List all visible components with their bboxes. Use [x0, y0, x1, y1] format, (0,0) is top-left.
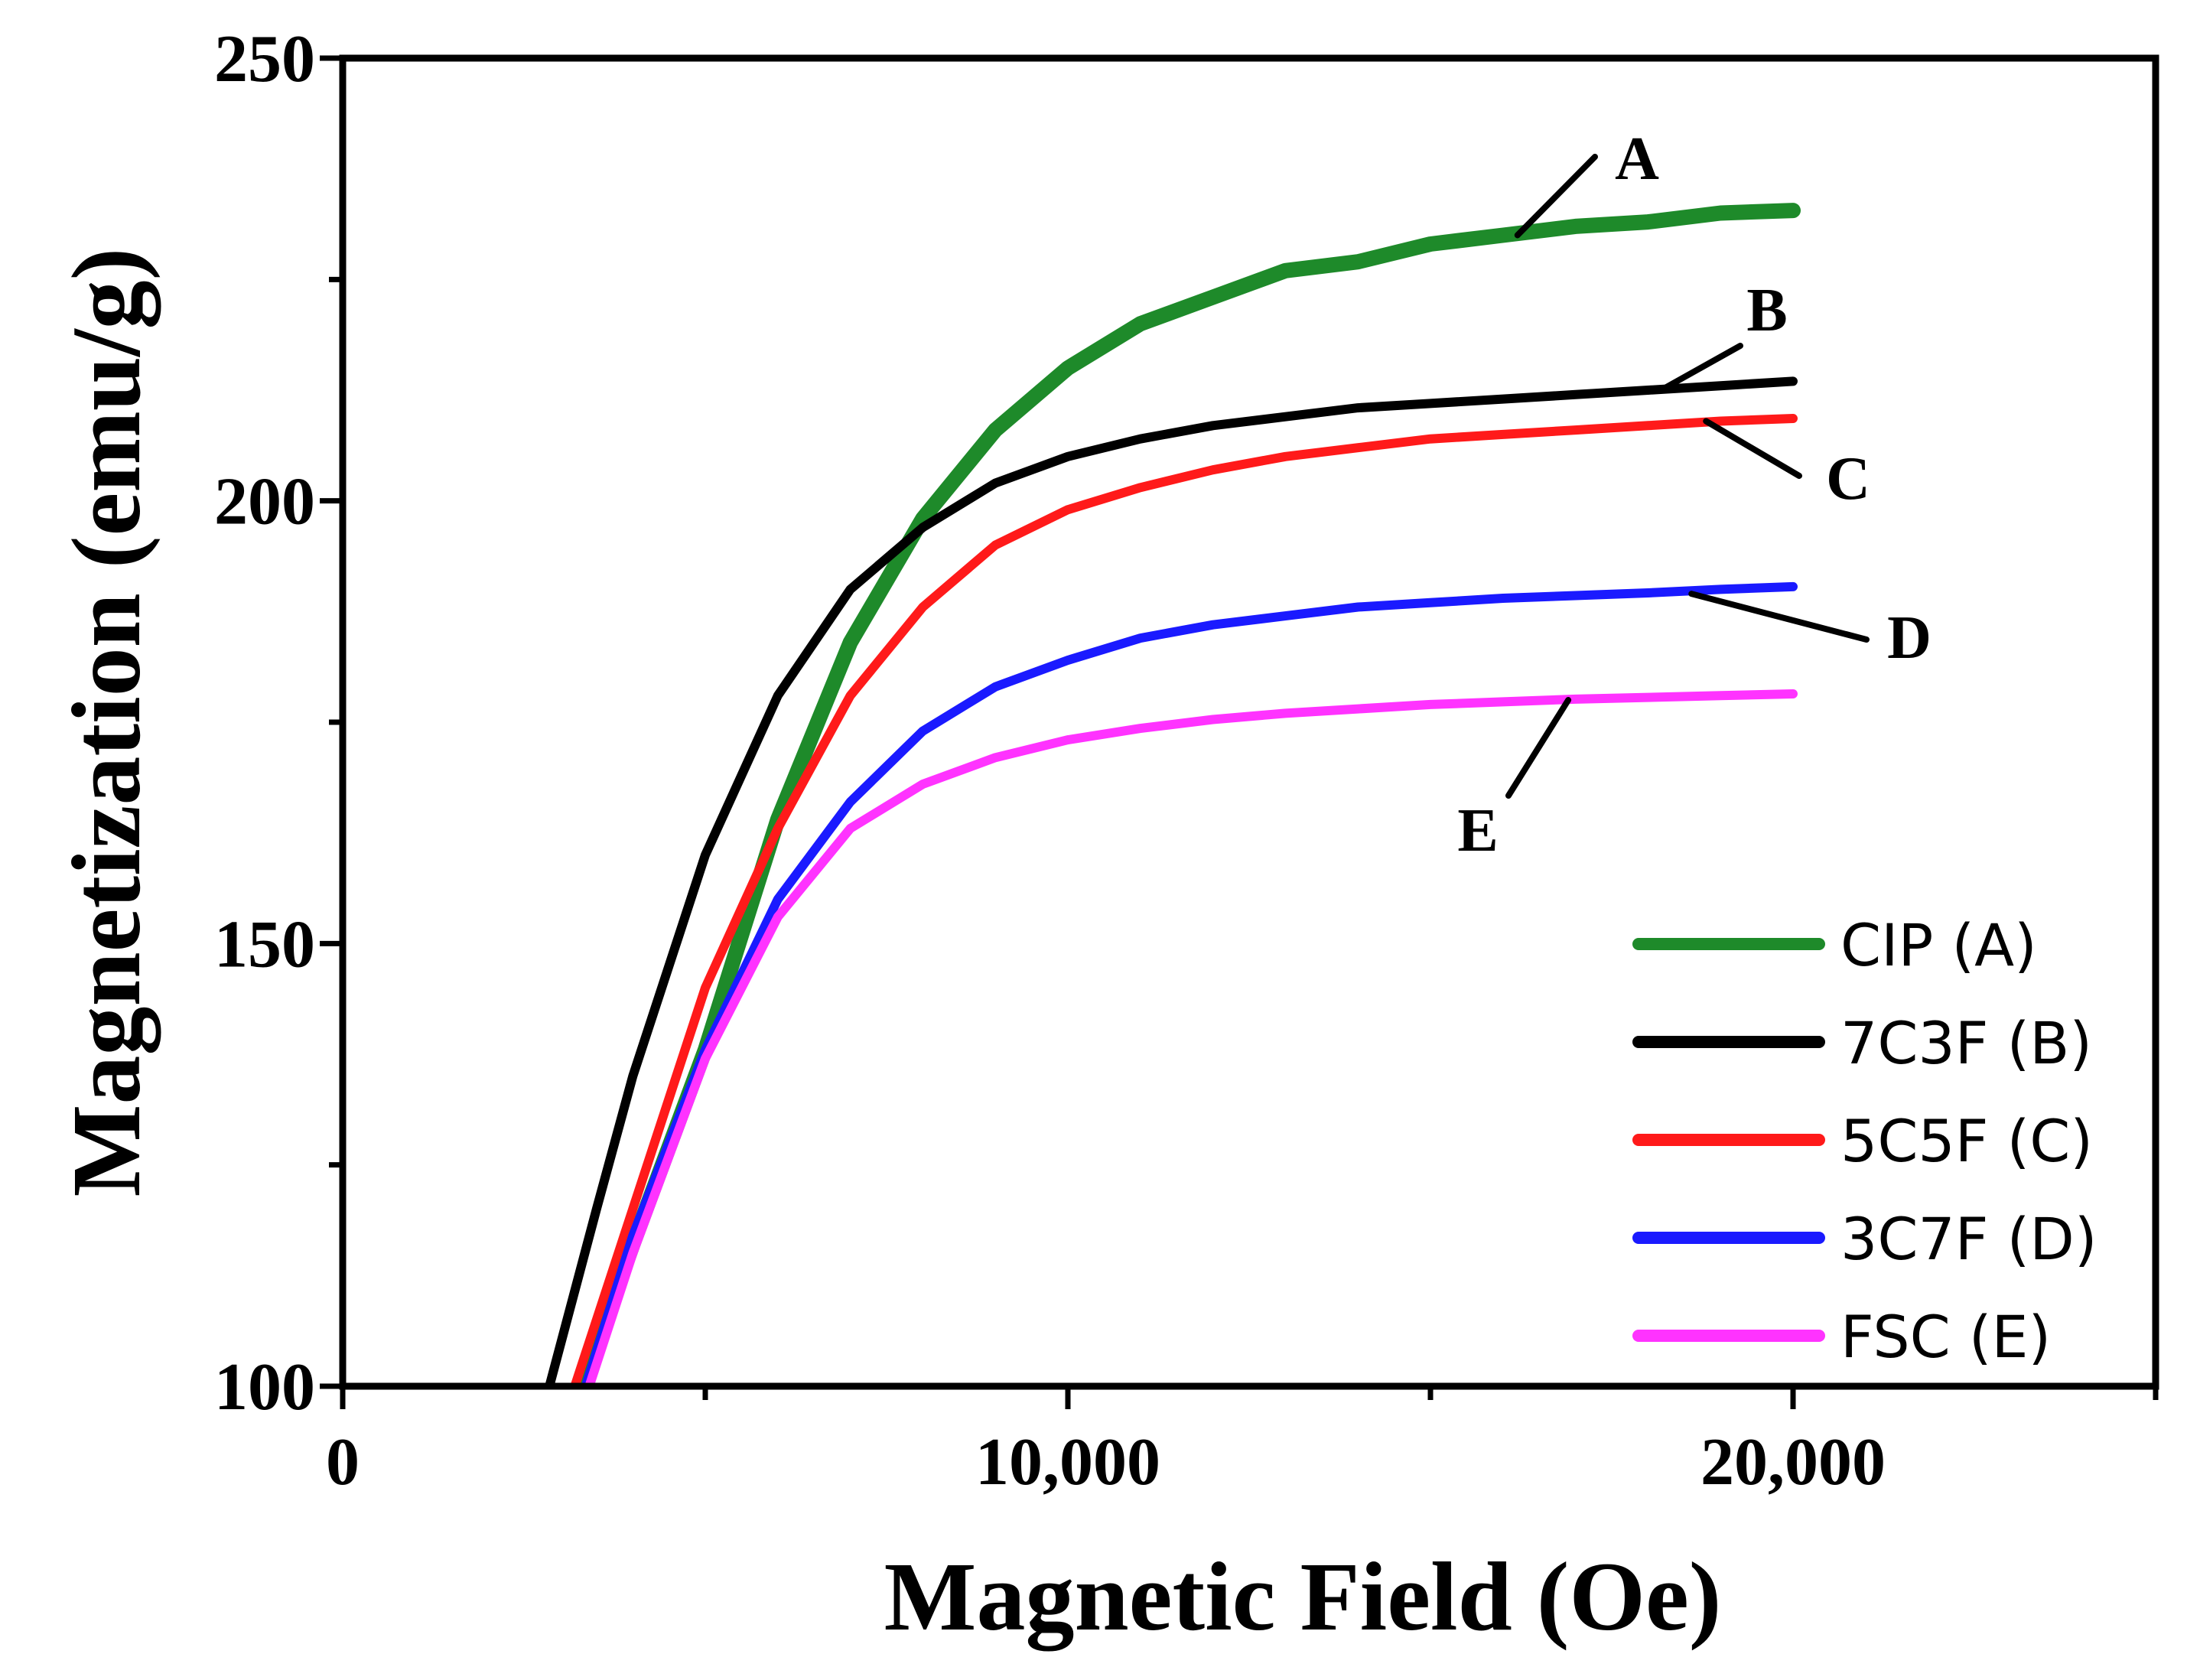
y-tick-label: 150	[214, 907, 315, 982]
series-line-d	[581, 581, 1798, 1386]
callout-label-e: E	[1457, 797, 1498, 864]
plot-area	[545, 203, 1801, 1386]
callout-line-a	[1514, 154, 1598, 239]
callout-label-a: A	[1615, 125, 1659, 193]
y-axis-title: Magnetization (emu/g)	[52, 248, 161, 1197]
legend-label-b: 7C3F (B)	[1840, 1009, 2092, 1077]
callout-label-d: D	[1887, 604, 1932, 672]
callout-line-e	[1505, 697, 1572, 799]
x-tick-label: 20,000	[1700, 1425, 1886, 1499]
legend-label-d: 3C7F (D)	[1840, 1205, 2097, 1273]
legend-label-e: FSC (E)	[1840, 1303, 2051, 1371]
legend-label-c: 5C5F (C)	[1840, 1107, 2093, 1175]
x-tick-label: 0	[326, 1425, 360, 1499]
series-line-c	[570, 414, 1798, 1386]
y-tick-label: 100	[214, 1350, 315, 1424]
callout-line-d	[1688, 591, 1870, 643]
x-axis-title: Magnetic Field (Oe)	[884, 1542, 1722, 1651]
legend-label-a: CIP (A)	[1840, 911, 2037, 979]
y-tick-label: 250	[214, 22, 315, 96]
plot-frame	[339, 54, 2159, 1390]
callout-line-c	[1703, 418, 1802, 479]
callout-line-b	[1659, 343, 1743, 392]
callout-label-b: B	[1746, 277, 1787, 344]
legend: CIP (A) 7C3F (B) 5C5F (C) 3C7F (D) FSC (E)	[1632, 911, 2097, 1371]
x-tick-label: 10,000	[975, 1425, 1160, 1499]
series-line-e	[584, 689, 1798, 1386]
y-tick-label: 200	[214, 465, 315, 539]
axes: 0 10,000 20,000 100 150 200 250 Magnetic Field …	[52, 22, 2159, 1651]
curve-labels: A B C D E	[1457, 125, 1932, 864]
series-line-a	[574, 203, 1801, 1386]
callout-label-c: C	[1826, 445, 1870, 513]
series-line-b	[545, 376, 1798, 1386]
